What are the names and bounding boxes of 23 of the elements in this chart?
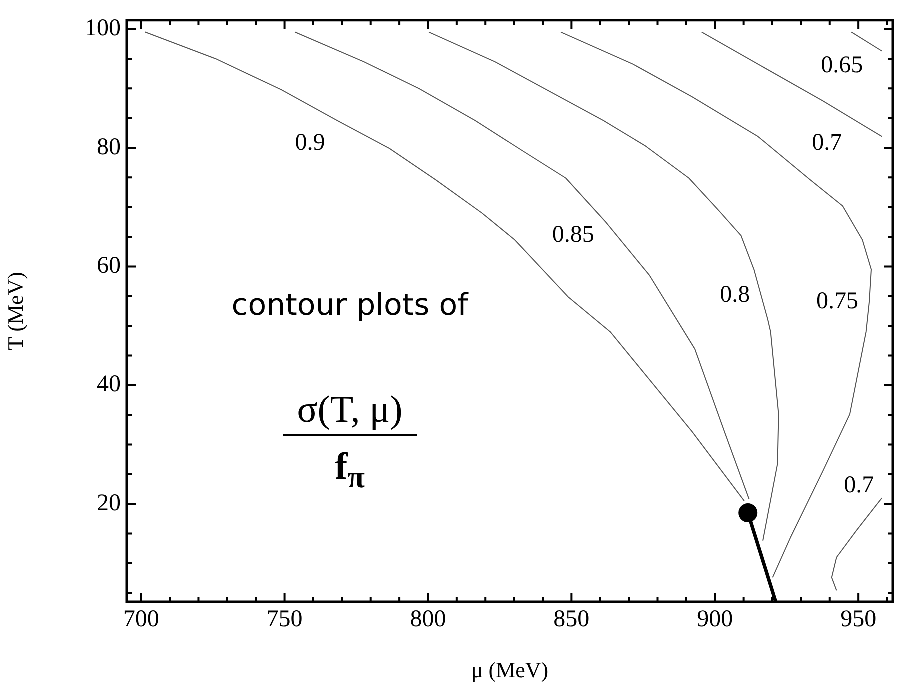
y-tick-label: 40 bbox=[97, 372, 121, 398]
series-label: 0.85 bbox=[552, 222, 594, 248]
x-tick-label: 850 bbox=[554, 606, 590, 633]
series-label: 0.75 bbox=[816, 288, 858, 315]
y-tick-label: 100 bbox=[85, 16, 121, 42]
x-tick-label: 700 bbox=[123, 606, 160, 633]
y-tick-label: 20 bbox=[97, 490, 121, 516]
y-tick-label: 80 bbox=[97, 134, 121, 160]
x-tick-label: 800 bbox=[410, 606, 446, 633]
series-label: 0.65 bbox=[821, 52, 864, 79]
y-tick-label: 60 bbox=[97, 252, 121, 279]
annotation: contour plots of bbox=[230, 288, 470, 324]
series-label: 0.9 bbox=[295, 130, 326, 156]
series-label: 0.7 bbox=[812, 130, 842, 156]
series-label: 0.8 bbox=[720, 282, 750, 308]
x-tick-label: 900 bbox=[697, 606, 734, 633]
y-axis-title: T (MeV) bbox=[2, 272, 28, 350]
x-tick-label: 750 bbox=[266, 606, 303, 633]
series-label: 0.7 bbox=[844, 472, 874, 498]
annotation: f$_{π}$ bbox=[334, 445, 366, 497]
x-tick-label: 950 bbox=[840, 606, 877, 633]
x-axis-title: μ (MeV) bbox=[471, 658, 549, 683]
annotation: σ(T, μ) bbox=[283, 388, 417, 436]
